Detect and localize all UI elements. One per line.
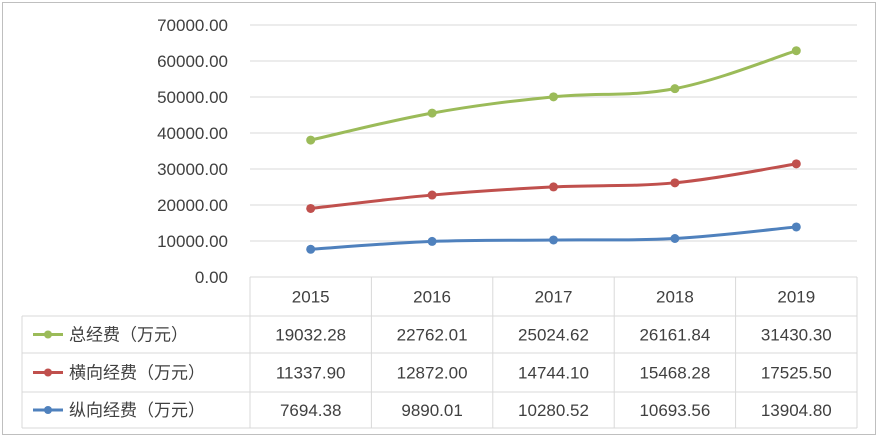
table-value-cell: 14744.10 — [518, 364, 589, 383]
data-point — [791, 222, 801, 232]
table-value-cell: 10693.56 — [639, 401, 710, 420]
table-value-cell: 11337.90 — [276, 364, 346, 383]
legend-series-name: 横向经费（万元） — [69, 364, 205, 383]
y-tick-label: 70000.00 — [157, 16, 228, 35]
data-point — [670, 84, 680, 94]
table-value-cell: 19032.28 — [275, 326, 346, 345]
table-value-cell: 31430.30 — [761, 326, 832, 345]
x-category-label: 2018 — [656, 288, 694, 307]
data-point — [306, 244, 316, 254]
data-point — [427, 190, 437, 200]
data-point — [306, 135, 316, 145]
data-point — [670, 234, 680, 244]
legend-series-name: 纵向经费（万元） — [69, 401, 205, 420]
x-category-label: 2015 — [292, 288, 330, 307]
x-category-label: 2017 — [535, 288, 573, 307]
table-value-cell: 26161.84 — [639, 326, 710, 345]
y-tick-label: 30000.00 — [157, 160, 228, 179]
table-value-cell: 12872.00 — [397, 364, 468, 383]
data-point — [549, 235, 558, 245]
data-point — [427, 236, 437, 246]
data-point — [670, 178, 680, 188]
y-tick-label: 50000.00 — [157, 88, 228, 107]
y-tick-label: 40000.00 — [157, 124, 228, 143]
x-category-label: 2016 — [413, 288, 451, 307]
series-lines — [306, 46, 801, 254]
legend-key — [33, 406, 63, 414]
table-value-cell: 15468.28 — [639, 364, 710, 383]
table-value-cell: 17525.50 — [761, 364, 832, 383]
data-point — [549, 92, 558, 102]
y-tick-label: 60000.00 — [157, 52, 228, 71]
data-table: 2015 2016 2017 2018 2019 总经费（万元） 19032.28 22762… — [21, 276, 858, 429]
legend-key — [33, 330, 63, 339]
legend-series-name: 总经费（万元） — [69, 326, 188, 345]
table-value-cell: 13904.80 — [761, 401, 832, 420]
table-value-cell: 7694.38 — [280, 401, 341, 420]
data-point — [549, 182, 558, 192]
data-point — [306, 203, 316, 213]
table-value-cell: 10280.52 — [518, 401, 589, 420]
legend-key — [33, 368, 63, 377]
y-tick-label: 0.00 — [195, 268, 228, 287]
y-tick-label: 10000.00 — [157, 232, 228, 251]
table-value-cell: 25024.62 — [518, 326, 589, 345]
y-axis-tick-labels: 0.00 10000.00 20000.00 30000.00 40000.00 5000… — [157, 16, 228, 287]
data-point — [791, 159, 801, 169]
data-point — [791, 46, 801, 56]
table-value-cell: 22762.01 — [397, 326, 468, 345]
y-tick-label: 20000.00 — [157, 196, 228, 215]
table-value-cell: 9890.01 — [401, 401, 462, 420]
x-category-label: 2019 — [777, 288, 815, 307]
data-point — [427, 108, 437, 118]
